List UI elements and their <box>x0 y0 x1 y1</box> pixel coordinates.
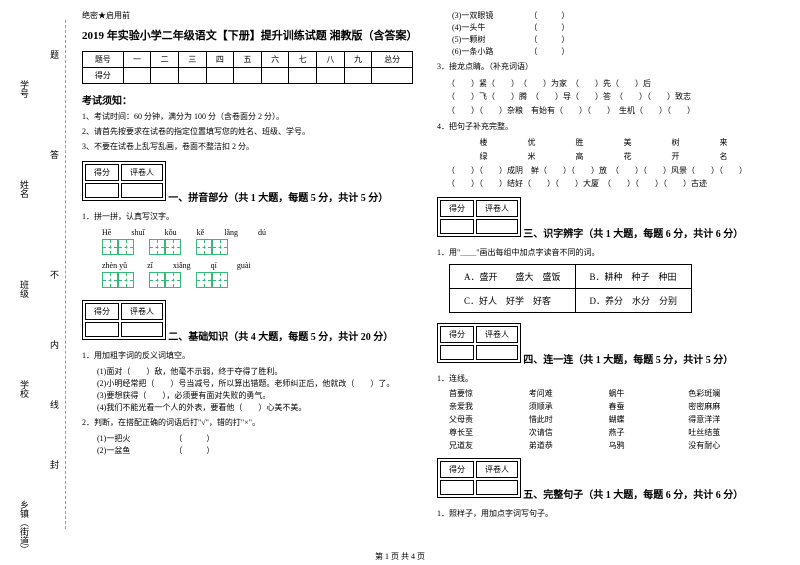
margin-sep5: 题 <box>48 50 61 59</box>
s3-rB: B．耕种 种子 种田 <box>575 264 692 288</box>
s4-r2: 亲爱我须顺承春蚕密密麻麻 <box>449 401 768 414</box>
margin-sep6: 答 <box>48 150 61 159</box>
margin-township: 乡镇（街道） <box>18 500 31 554</box>
margin-school: 学校 <box>18 380 31 398</box>
notice-3: 3、不要在试卷上乱写乱画，卷面不整洁扣 2 分。 <box>82 141 413 154</box>
right-column: (3)一双眼镜 （ ） (4)一头牛 （ ） (5)一颗树 （ ） (6)一条小… <box>425 10 780 560</box>
char-grid-row-2 <box>102 272 413 288</box>
s2-q3c: （ ）（ ）杂粮 有始有（ ）（ ） 生机（ ）（ ） <box>447 104 768 118</box>
notice-1: 1、考试时间：60 分钟，满分为 100 分（含卷面分 2 分）。 <box>82 111 413 124</box>
s2-q2a: (1)一把火 （ ） <box>97 433 413 445</box>
th-3: 三 <box>178 52 206 68</box>
section-5-title: 五、完整句子（共 1 大题，每题 6 分，共计 6 分） <box>523 486 743 501</box>
s2-q2b: (2)一盆鱼 （ ） <box>97 445 413 457</box>
section-4-title: 四、连一连（共 1 大题，每题 5 分，共计 5 分） <box>523 351 733 366</box>
th-5: 五 <box>234 52 262 68</box>
binding-margin: 乡镇（街道） 学校 班级 姓名 学号 封 内 不 线 题 答 <box>10 0 60 565</box>
margin-sep3: 不 <box>48 270 61 279</box>
tr-score: 得分 <box>83 68 124 84</box>
s2-q4l2: 绿 米 高 花 开 名 <box>447 150 768 164</box>
s2-q1c: (3)要想获得（ ），必须要有面对失败的勇气。 <box>97 390 413 402</box>
s3-q1: 1．用"＿＿"画出每组中加点字读音不同的词。 <box>437 247 768 260</box>
page-footer: 第 1 页 共 4 页 <box>375 551 425 562</box>
s2-q2e: (5)一颗树 （ ） <box>452 34 768 46</box>
s2-q2f: (6)一条小路 （ ） <box>452 46 768 58</box>
s3-rC: C．好人 好学 好客 <box>450 288 576 312</box>
th-2: 二 <box>151 52 179 68</box>
th-num: 题号 <box>83 52 124 68</box>
s2-q4b: （ ）（ ）结好（ ）（ ）大厦 （ ）（ ）（ ）古迹 <box>447 177 768 191</box>
s2-q3b: （ ）飞（ ）腾 （ ）导（ ）答 （ ）（ ）致志 <box>447 90 768 104</box>
margin-sep4: 线 <box>48 400 61 409</box>
pinyin-row-1: Hēshuǐ kǒukě lǎngdú <box>102 228 413 237</box>
section-1-title: 一、拼音部分（共 1 大题，每题 5 分，共计 5 分） <box>168 189 388 204</box>
th-1: 一 <box>123 52 151 68</box>
s2-q2: 2．判断，在搭配正确的词语后打"√"，错的打"×"。 <box>82 417 413 430</box>
s2-q3: 3．接龙点睛。（补充词语） <box>437 61 768 74</box>
confidential-label: 绝密★启用前 <box>82 10 413 21</box>
score-box-4: 得分评卷人 <box>437 323 521 363</box>
s3-rD: D．养分 水分 分别 <box>575 288 692 312</box>
score-summary-table: 题号 一 二 三 四 五 六 七 八 九 总分 得分 <box>82 51 413 84</box>
s2-q4a: （ ）（ ）成阴 鲜（ ）（ ）放 （ ）（ ）风景（ ）（ ） <box>447 164 768 178</box>
s4-r5: 兄道友弟道恭乌鸦没有耐心 <box>449 440 768 453</box>
th-7: 七 <box>289 52 317 68</box>
s3-rA: A．盛开 盛大 盛饭 <box>450 264 576 288</box>
notice-2: 2、请首先按要求在试卷的指定位置填写您的姓名、班级、学号。 <box>82 126 413 139</box>
s2-q3a: （ ）紧（ ） （ ）为家 （ ）先（ ）后 <box>447 77 768 91</box>
s4-r4: 尊长至次请信燕子吐丝结茧 <box>449 427 768 440</box>
margin-dashed-line <box>65 20 66 529</box>
exam-title: 2019 年实验小学二年级语文【下册】提升训练试题 湘教版（含答案） <box>82 27 413 43</box>
s2-q1: 1．用加粗字词的反义词填空。 <box>82 350 413 363</box>
s2-q4: 4．把句子补充完整。 <box>437 121 768 134</box>
word-discrimination-table: A．盛开 盛大 盛饭B．耕种 种子 种田 C．好人 好学 好客D．养分 水分 分… <box>449 264 692 313</box>
s4-r3: 父母责惜此时蝴蝶得意洋洋 <box>449 414 768 427</box>
s2-q1b: (2)小明经常把（ ）号当减号，所以算出错题。老师纠正后，他就改（ ）了。 <box>97 378 413 390</box>
s1-q1: 1．拼一拼，认真写汉字。 <box>82 211 413 224</box>
margin-sep1: 封 <box>48 460 61 469</box>
left-column: 绝密★启用前 2019 年实验小学二年级语文【下册】提升训练试题 湘教版（含答案… <box>70 10 425 560</box>
score-box-5: 得分评卷人 <box>437 458 521 498</box>
margin-id: 学号 <box>18 80 31 98</box>
s5-q1: 1．照样子，用加点字词写句子。 <box>437 508 768 521</box>
notice-title: 考试须知： <box>82 92 413 107</box>
th-total: 总分 <box>372 52 413 68</box>
s2-q1a: (1)面对（ ）敌，他毫不示弱，终于夺得了胜利。 <box>97 366 413 378</box>
score-box-1: 得分评卷人 <box>82 161 166 201</box>
s2-q2d: (4)一头牛 （ ） <box>452 22 768 34</box>
char-grid-row-1 <box>102 239 413 255</box>
section-2-title: 二、基础知识（共 4 大题，每题 5 分，共计 20 分） <box>168 328 393 343</box>
score-box-3: 得分评卷人 <box>437 197 521 237</box>
s4-r1: 首要惊考问难蜗牛色彩斑斓 <box>449 388 768 401</box>
margin-sep2: 内 <box>48 340 61 349</box>
page-content: 绝密★启用前 2019 年实验小学二年级语文【下册】提升训练试题 湘教版（含答案… <box>0 0 800 565</box>
th-4: 四 <box>206 52 234 68</box>
margin-class: 班级 <box>18 280 31 298</box>
th-8: 八 <box>317 52 345 68</box>
score-box-2: 得分评卷人 <box>82 300 166 340</box>
pinyin-row-2: zhèn yǔ zǐxiǎng qíguài <box>102 261 413 270</box>
s2-q4l1: 楼 优 胜 美 树 来 <box>447 136 768 150</box>
s2-q1d: (4)我们不能光看一个人的外表，要看他（ ）心美不美。 <box>97 402 413 414</box>
th-6: 六 <box>261 52 289 68</box>
margin-name: 姓名 <box>18 180 31 198</box>
section-3-title: 三、识字辨字（共 1 大题，每题 6 分，共计 6 分） <box>523 225 743 240</box>
th-9: 九 <box>344 52 372 68</box>
s4-q1: 1．连线。 <box>437 373 768 386</box>
s2-q2c: (3)一双眼镜 （ ） <box>452 10 768 22</box>
